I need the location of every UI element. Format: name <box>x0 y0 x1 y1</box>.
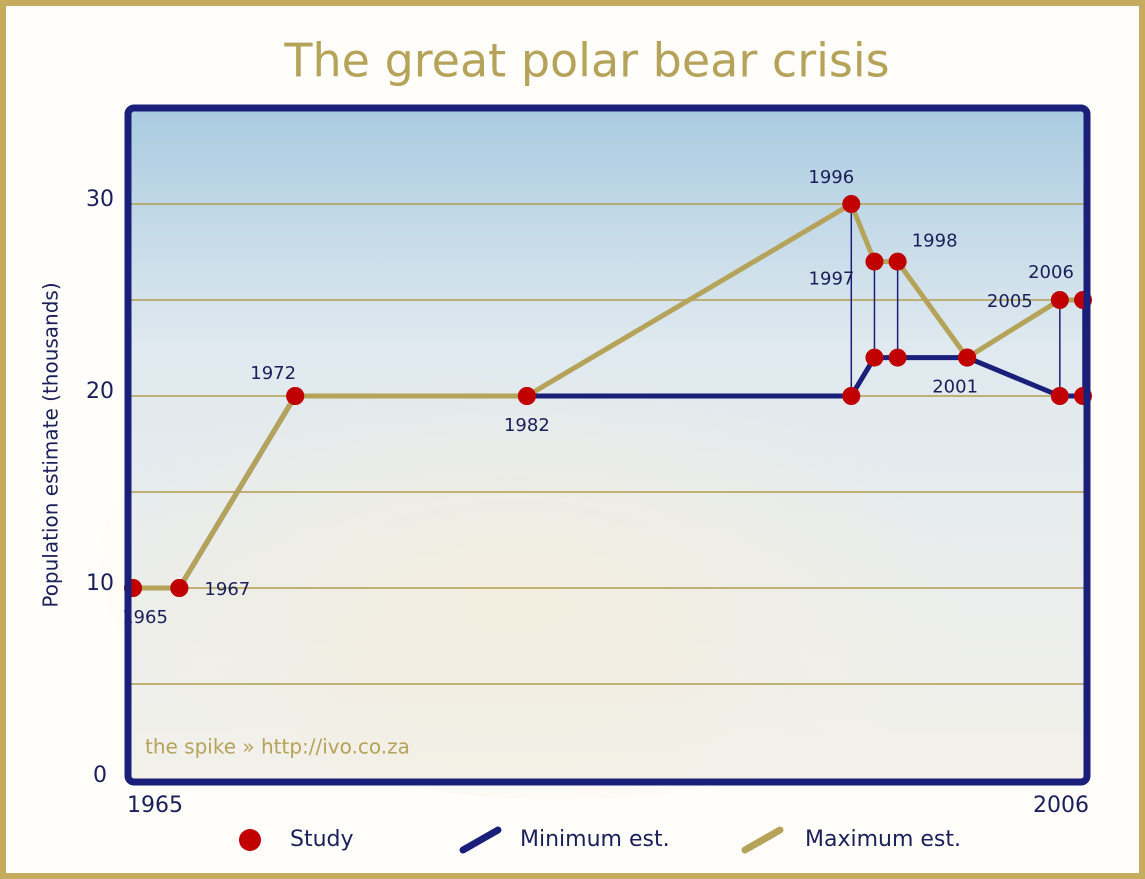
study-marker <box>865 348 884 367</box>
study-marker <box>170 579 189 597</box>
watermark: the spike » http://ivo.co.za <box>145 735 410 759</box>
study-marker <box>1050 291 1069 309</box>
point-label: 1998 <box>912 231 958 252</box>
x-tick-label: 2006 <box>1033 793 1089 818</box>
point-label: 1967 <box>204 579 250 600</box>
series-line <box>133 201 1083 591</box>
y-tick-label: 20 <box>86 379 114 404</box>
legend-label: Minimum est. <box>520 827 670 852</box>
study-marker <box>842 387 861 405</box>
point-label: 1997 <box>809 269 855 290</box>
study-marker <box>888 348 907 367</box>
y-axis-label: Population estimate (thousands) <box>39 282 63 607</box>
study-marker <box>1050 387 1069 405</box>
legend-marker <box>239 829 261 851</box>
legend-swatch <box>741 826 784 854</box>
y-tick-label: 10 <box>86 571 114 596</box>
study-marker <box>865 252 884 271</box>
point-label: 1996 <box>808 167 854 188</box>
y-tick-label: 30 <box>86 187 114 212</box>
legend-label: Study <box>290 827 354 852</box>
point-label: 1972 <box>250 363 296 384</box>
point-label: 1965 <box>122 607 168 628</box>
legend-label: Maximum est. <box>805 827 961 852</box>
plot-frame <box>124 104 1091 786</box>
study-marker <box>517 387 536 405</box>
study-marker <box>842 195 861 213</box>
chart-title: The great polar bear crisis <box>283 34 889 88</box>
y-tick-label: 0 <box>93 763 107 788</box>
point-label: 1982 <box>504 415 550 436</box>
study-marker <box>888 252 907 271</box>
study-marker <box>958 348 977 367</box>
point-label: 2001 <box>932 377 978 398</box>
point-label: 2005 <box>987 291 1033 312</box>
legend-swatch <box>459 826 502 854</box>
photo-shape <box>100 320 1020 800</box>
study-marker <box>286 387 305 405</box>
point-label: 2006 <box>1028 262 1074 283</box>
x-tick-label: 1965 <box>127 793 183 818</box>
